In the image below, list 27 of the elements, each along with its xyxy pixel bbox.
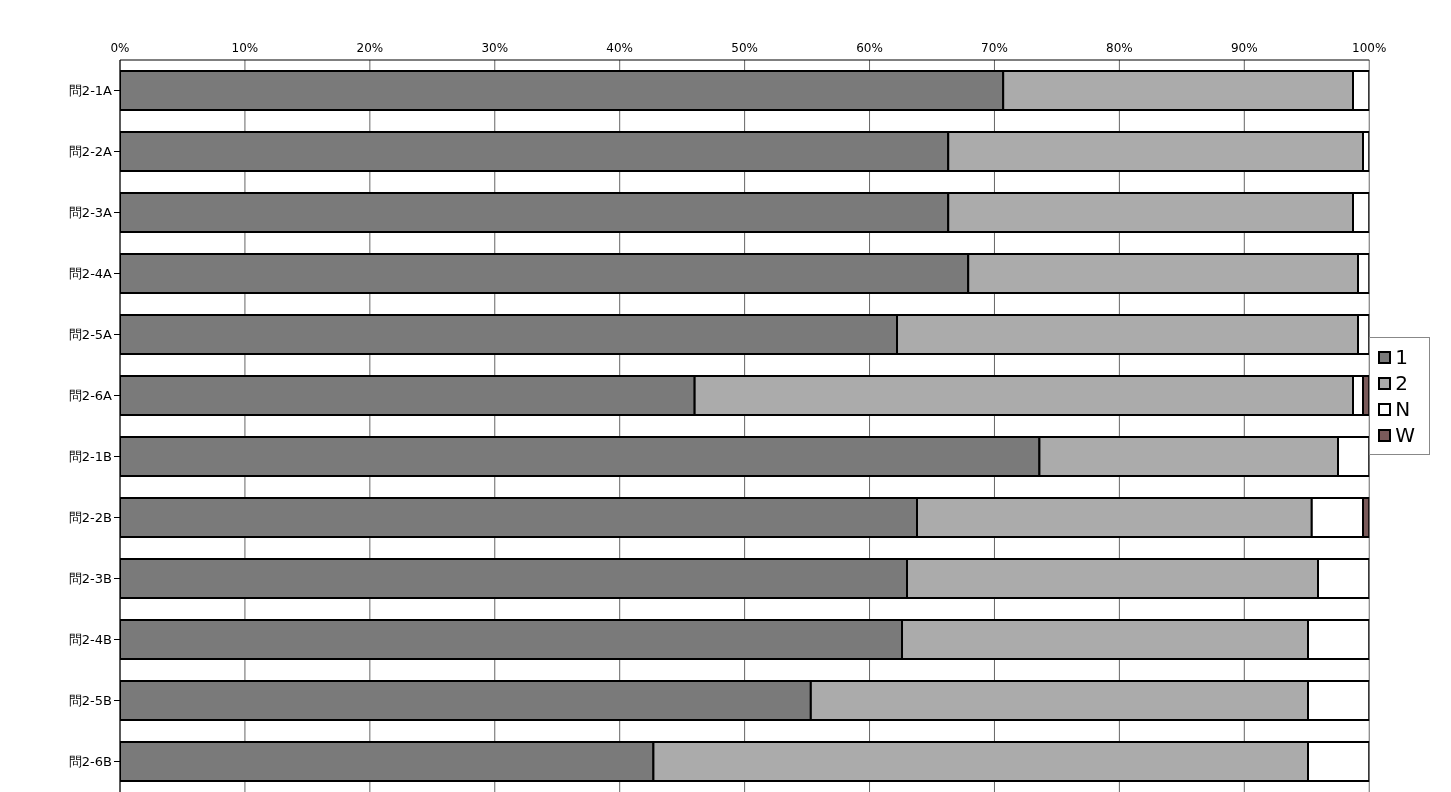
x-tick-label: 0% — [110, 41, 130, 55]
legend-label: N — [1395, 396, 1411, 422]
x-tick-label: 30% — [481, 41, 509, 55]
x-tick-label: 100% — [1352, 41, 1387, 55]
x-tick-label: 60% — [856, 41, 883, 55]
y-tick-label: 問2-2A — [68, 144, 113, 160]
y-tick-label: 問2-6A — [68, 388, 113, 404]
x-tick-label: 80% — [1106, 41, 1133, 55]
y-tick-label: 問2-4B — [68, 632, 112, 648]
y-tick-label: 問2-2B — [68, 510, 112, 526]
y-tick-label: 問2-1A — [68, 83, 113, 99]
x-tick-label: 70% — [981, 41, 1008, 55]
x-tick-label: 20% — [356, 41, 384, 55]
y-tick-label: 問2-3A — [68, 205, 113, 221]
x-tick-label: 90% — [1230, 41, 1258, 55]
x-tick-label: 10% — [231, 41, 259, 55]
y-tick-label: 問2-5B — [68, 693, 112, 709]
y-tick-label: 問2-3B — [68, 571, 112, 587]
legend-label: 1 — [1395, 344, 1408, 370]
y-tick-label: 問2-5A — [68, 327, 113, 343]
legend-label: 2 — [1395, 370, 1408, 396]
y-tick-label: 問2-6B — [68, 754, 112, 770]
x-tick-label: 50% — [731, 41, 758, 55]
x-tick-label: 40% — [606, 41, 634, 55]
y-tick-label: 問2-1B — [68, 449, 112, 465]
y-tick-label: 問2-4A — [68, 266, 113, 282]
legend-label: W — [1395, 422, 1415, 448]
